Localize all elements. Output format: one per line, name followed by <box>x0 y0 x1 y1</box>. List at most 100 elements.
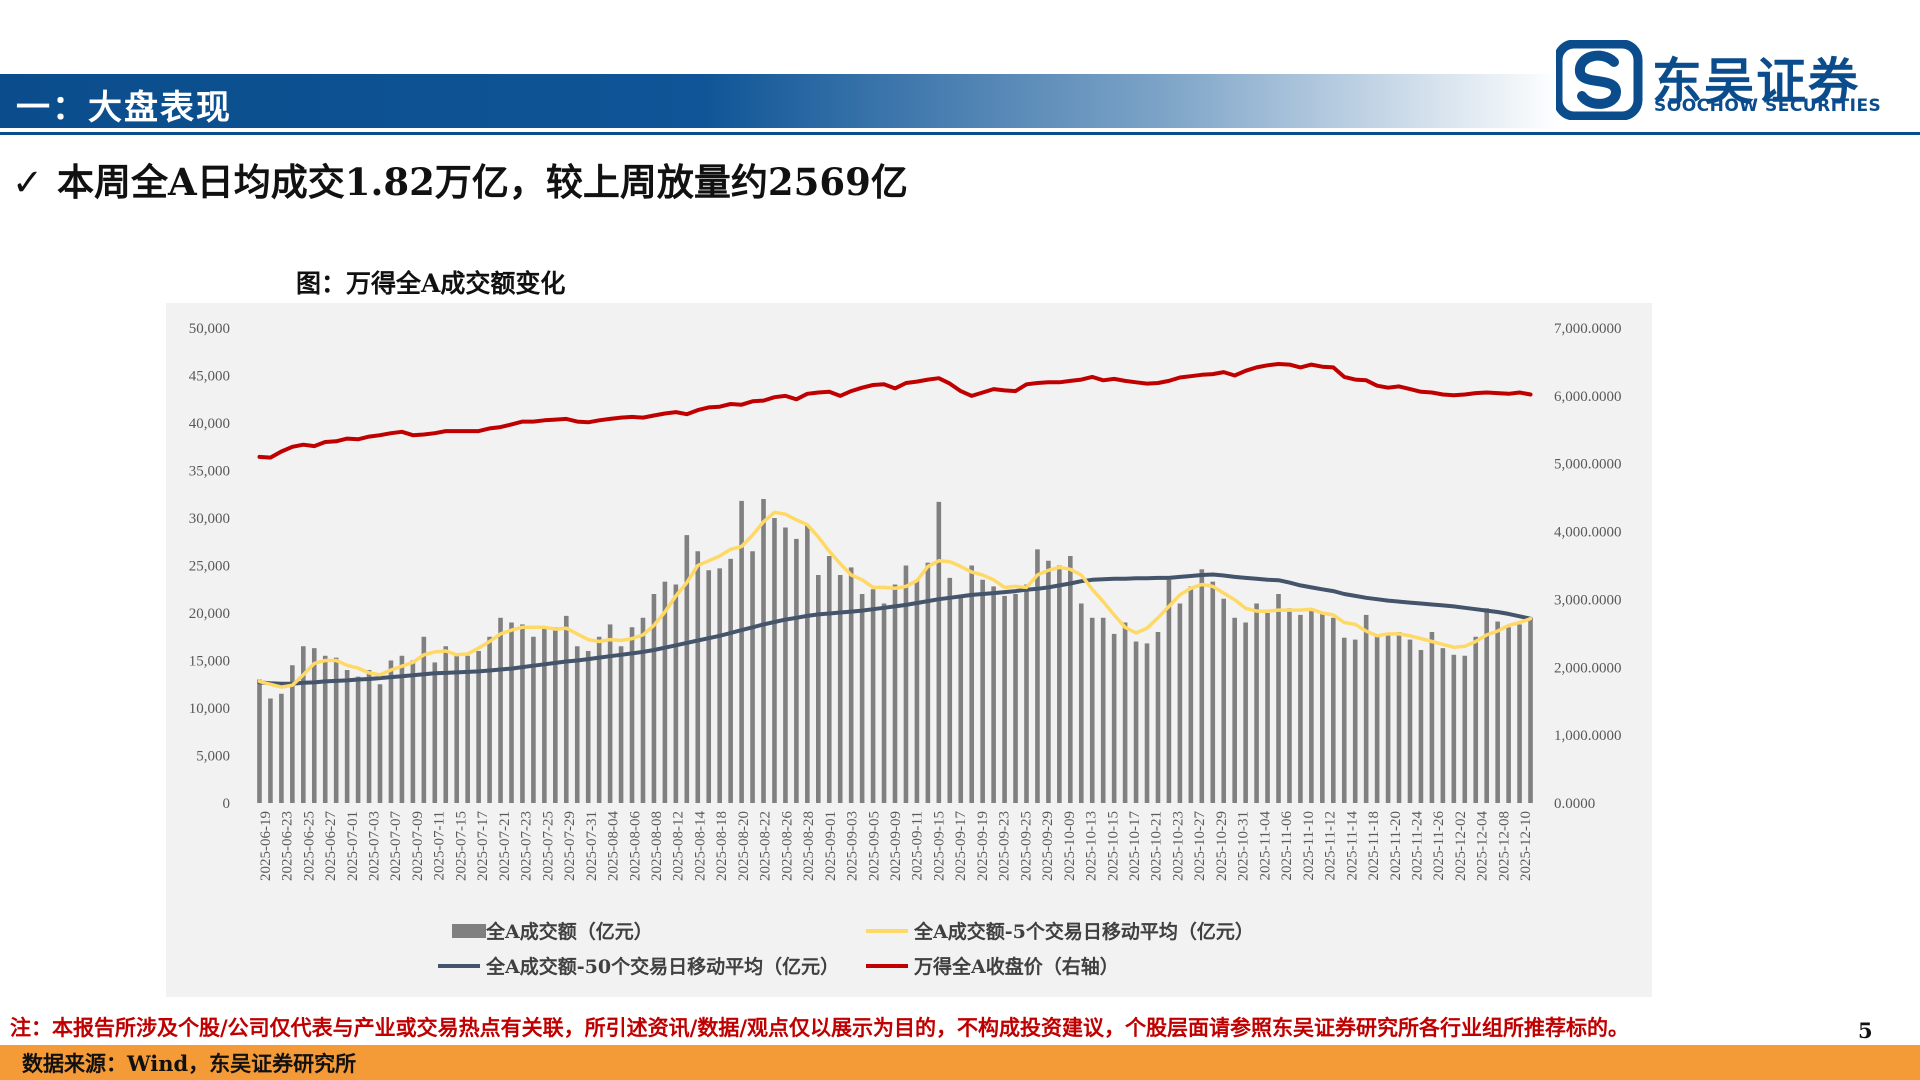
x-tick-label: 2025-07-01 <box>345 811 361 881</box>
page-number: 5 <box>1858 1018 1873 1043</box>
x-tick-label: 2025-11-18 <box>1366 811 1382 880</box>
turnover-bar <box>1243 622 1248 803</box>
turnover-bar <box>607 624 613 803</box>
turnover-bar <box>859 594 865 803</box>
turnover-bar <box>1068 556 1073 803</box>
turnover-bar <box>947 577 953 803</box>
section-header-bar <box>0 74 1560 128</box>
headline-text: 本周全A日均成交1.82万亿，较上周放量约2569亿 <box>57 160 908 204</box>
turnover-bar <box>684 535 690 803</box>
turnover-bar <box>1352 639 1358 803</box>
turnover-bar <box>399 655 405 803</box>
turnover-bar <box>1100 617 1106 803</box>
turnover-bar <box>618 646 624 803</box>
turnover-chart: 50,000 45,000 40,000 35,000 30,000 25,000 20,0… <box>189 321 1622 978</box>
turnover-bar <box>629 627 635 803</box>
legend-label-ma5: 全A成交额-5个交易日移动平均（亿元） <box>913 920 1254 943</box>
turnover-bar <box>958 595 964 803</box>
y-right-tick-label: 1,000.0000 <box>1554 728 1622 744</box>
turnover-bar <box>1385 632 1391 803</box>
turnover-bar <box>706 570 712 803</box>
turnover-bar <box>1133 641 1139 803</box>
x-tick-label: 2025-08-20 <box>736 811 752 881</box>
turnover-bar <box>531 636 536 803</box>
turnover-bar <box>662 581 668 803</box>
x-tick-label: 2025-10-31 <box>1236 811 1252 881</box>
turnover-bar <box>290 665 295 803</box>
legend-swatch-turnover <box>452 924 486 938</box>
turnover-bar <box>596 636 602 803</box>
y-left-tick-label: 40,000 <box>189 416 230 432</box>
turnover-bar <box>1078 603 1084 803</box>
x-tick-label: 2025-10-13 <box>1084 811 1100 881</box>
x-tick-label: 2025-08-08 <box>649 811 665 881</box>
x-tick-label: 2025-10-29 <box>1214 811 1230 881</box>
turnover-bar <box>1111 633 1117 803</box>
x-tick-label: 2025-06-27 <box>323 811 339 881</box>
turnover-bar <box>1506 627 1511 803</box>
turnover-bar <box>1035 549 1040 803</box>
turnover-bar <box>574 646 580 803</box>
x-tick-label: 2025-11-10 <box>1301 811 1317 880</box>
x-tick-label: 2025-07-09 <box>410 811 426 881</box>
turnover-bar <box>936 501 942 803</box>
footer-bar <box>0 1045 1920 1080</box>
x-tick-label: 2025-07-07 <box>388 811 404 881</box>
legend-label-index_close: 万得全A收盘价（右轴） <box>913 955 1119 978</box>
turnover-bar <box>1265 613 1270 803</box>
turnover-bar <box>1287 608 1292 803</box>
x-tick-label: 2025-11-06 <box>1279 811 1295 881</box>
turnover-bar <box>1462 655 1468 803</box>
turnover-bar <box>388 660 394 803</box>
logo-name-cn: 东吴证券 <box>1652 53 1860 111</box>
turnover-bar <box>1473 636 1479 803</box>
x-tick-label: 2025-08-04 <box>606 811 622 881</box>
turnover-bar <box>542 627 547 803</box>
x-tick-label: 2025-09-11 <box>910 811 926 880</box>
turnover-bar <box>1363 614 1369 803</box>
turnover-bar <box>881 603 887 803</box>
turnover-bar <box>969 565 975 803</box>
turnover-bar <box>1440 648 1446 803</box>
x-tick-label: 2025-07-25 <box>540 811 556 881</box>
x-tick-label: 2025-07-21 <box>497 811 513 881</box>
turnover-bar <box>563 615 569 803</box>
turnover-bar <box>1232 617 1237 803</box>
turnover-bar <box>476 651 481 803</box>
turnover-bar <box>279 693 284 803</box>
turnover-bar <box>366 670 372 803</box>
turnover-bar <box>355 676 361 803</box>
y-right-tick-label: 2,000.0000 <box>1554 660 1622 676</box>
turnover-bar <box>892 584 898 803</box>
turnover-bar <box>980 579 985 803</box>
x-tick-label: 2025-09-23 <box>997 811 1013 881</box>
x-tick-label: 2025-08-14 <box>692 811 708 881</box>
turnover-bar <box>1221 598 1227 803</box>
turnover-bar <box>1396 632 1402 803</box>
x-tick-label: 2025-09-25 <box>1018 811 1034 881</box>
turnover-bar <box>815 575 821 803</box>
x-tick-label: 2025-06-19 <box>258 811 274 881</box>
company-logo: 东吴证券 SOOCHOW SECURITIES <box>1553 39 1896 121</box>
y-left-tick-label: 5,000 <box>196 749 230 765</box>
chart-panel: 50,000 45,000 40,000 35,000 30,000 25,000 20,0… <box>166 303 1652 997</box>
turnover-bar <box>1330 617 1336 803</box>
turnover-bar <box>487 636 492 803</box>
index-close-line <box>257 362 1533 460</box>
x-tick-label: 2025-06-23 <box>280 811 296 881</box>
turnover-bar <box>257 679 262 803</box>
turnover-bar <box>498 617 503 803</box>
turnover-bar <box>1089 617 1095 803</box>
turnover-bar <box>1199 569 1205 803</box>
checkmark-icon: ✓ <box>12 161 44 204</box>
turnover-bar <box>1254 603 1259 803</box>
turnover-bar <box>465 655 470 803</box>
y-right-tick-label: 7,000.0000 <box>1554 321 1622 337</box>
y-right-tick-label: 5,000.0000 <box>1554 457 1622 473</box>
turnover-bar <box>717 568 722 803</box>
turnover-bar <box>311 648 317 803</box>
x-tick-label: 2025-09-17 <box>953 811 969 881</box>
turnover-bar <box>1309 611 1314 803</box>
turnover-bar <box>794 538 799 803</box>
y-right-tick-label: 0.0000 <box>1554 796 1595 812</box>
